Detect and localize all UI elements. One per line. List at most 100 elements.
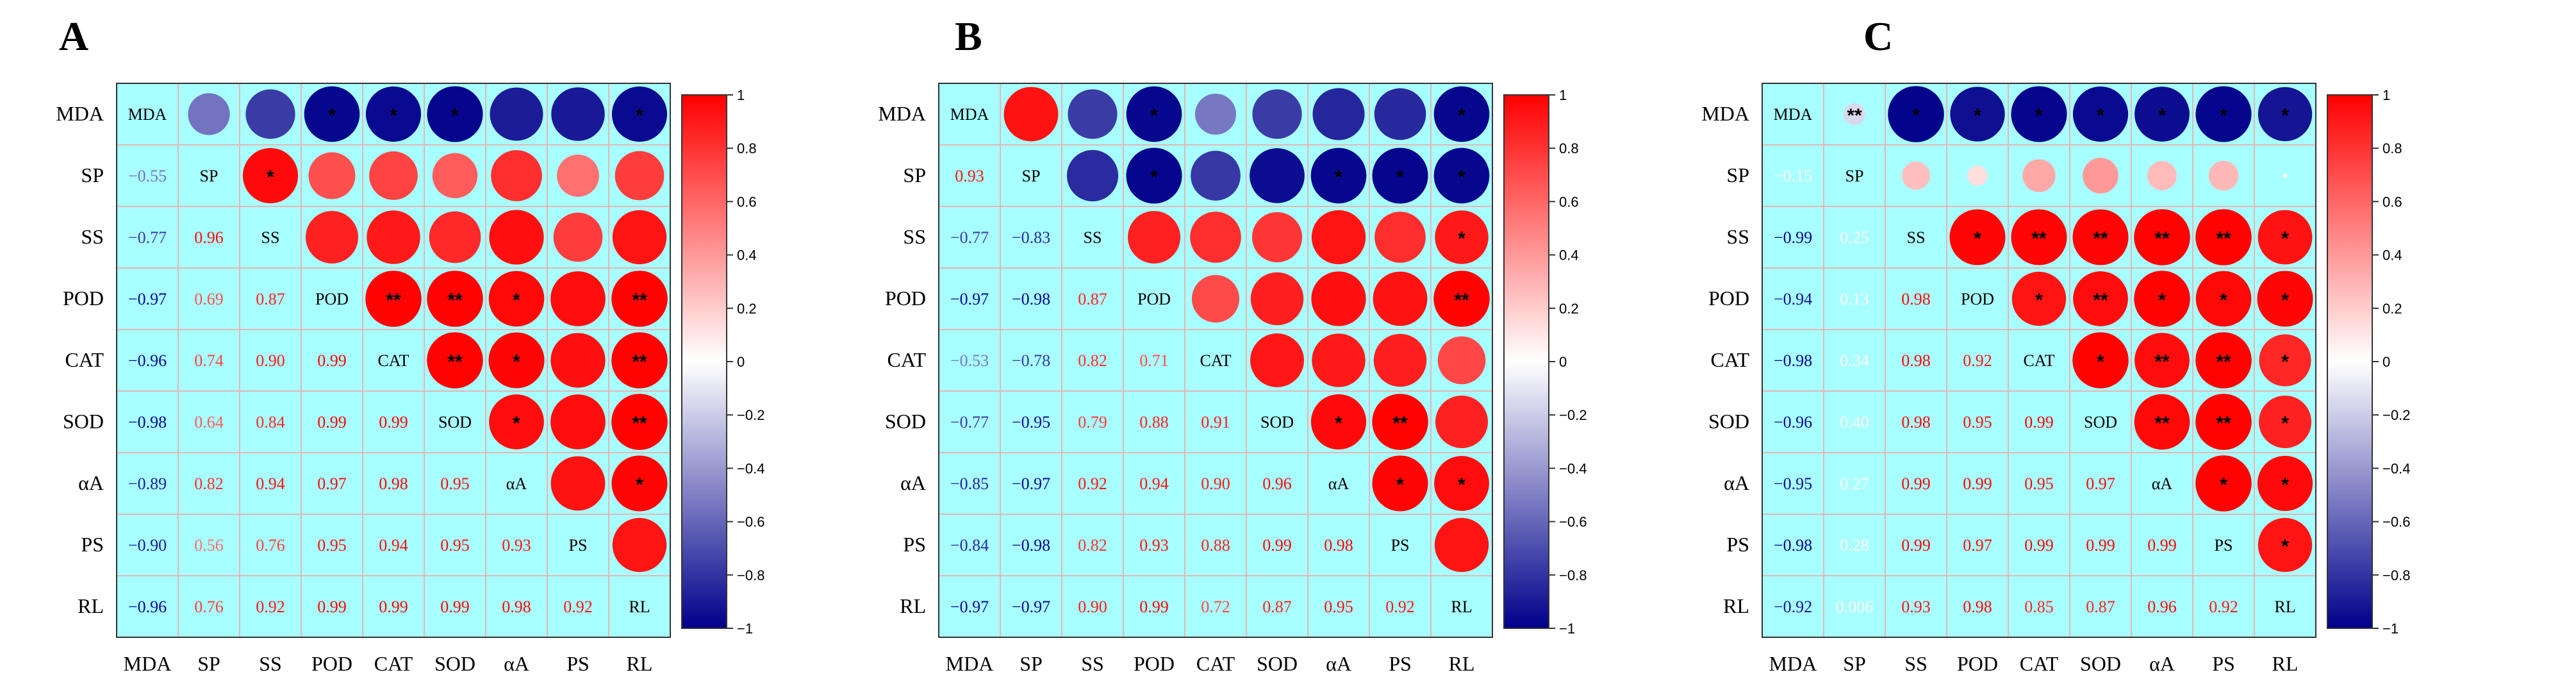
correlation-value: 0.95 — [440, 474, 470, 493]
correlation-circle — [2134, 333, 2190, 388]
correlation-circle — [369, 151, 418, 200]
correlation-value: −0.99 — [1774, 228, 1812, 247]
significance-marker: * — [1335, 413, 1342, 434]
diagonal-label: SS — [1907, 228, 1926, 247]
diagonal-label: SOD — [2084, 413, 2117, 431]
panel-B: B MDA SP SS POD CAT SOD αA PS RL 0.93 −0.77 −0.83 −0.… — [878, 13, 1587, 675]
correlation-circle — [365, 86, 422, 142]
correlation-circle — [2083, 158, 2118, 194]
correlation-circle — [2195, 209, 2252, 265]
significance-marker: * — [1396, 167, 1404, 188]
significance-marker: * — [1458, 105, 1466, 126]
correlation-value: 0.96 — [2147, 598, 2177, 616]
correlation-value: 0.92 — [1385, 598, 1415, 616]
correlation-value: 0.82 — [1078, 351, 1107, 370]
column-label: POD — [1957, 652, 1998, 675]
correlation-circle — [488, 332, 545, 389]
correlation-circle — [2208, 160, 2239, 191]
row-label: MDA — [878, 102, 926, 125]
significance-marker: * — [390, 105, 397, 126]
diagonal-label: CAT — [2023, 351, 2054, 370]
diagonal-label: αA — [1328, 474, 1350, 493]
significance-marker: ** — [447, 290, 463, 311]
correlation-circle — [489, 394, 544, 449]
matrix-frame — [938, 83, 1493, 638]
correlation-value: 0.69 — [194, 290, 224, 308]
correlation-circle — [551, 87, 605, 141]
correlation-circle — [611, 394, 668, 450]
correlation-value: −0.97 — [1012, 474, 1050, 493]
correlation-value: 0.97 — [1963, 536, 1992, 555]
correlation-circle — [1191, 151, 1241, 201]
significance-marker: * — [1458, 167, 1466, 188]
correlation-circle — [1372, 147, 1428, 204]
correlation-value: 0.97 — [2086, 474, 2115, 493]
correlation-circle — [1843, 103, 1866, 126]
correlation-value: −0.89 — [128, 474, 167, 493]
correlation-value: −0.97 — [950, 290, 989, 308]
column-label: RL — [1449, 652, 1475, 675]
significance-marker: ** — [2093, 290, 2108, 311]
diagonal-label: CAT — [1200, 351, 1231, 370]
correlation-circle — [427, 332, 483, 389]
colorbar-tick-label: 0.4 — [1559, 247, 1579, 264]
correlation-circle — [611, 332, 668, 389]
correlation-circle — [2134, 271, 2190, 327]
correlation-value: −0.77 — [950, 413, 989, 431]
diagonal-label: SP — [1022, 167, 1041, 185]
correlation-circle — [615, 151, 665, 201]
correlation-value: 0.99 — [317, 598, 347, 616]
correlation-value: 0.88 — [1139, 413, 1169, 431]
correlation-value: 0.006 — [1836, 598, 1874, 616]
column-label: SS — [1081, 652, 1104, 675]
correlation-value: −0.84 — [950, 536, 989, 555]
correlation-value: −0.85 — [950, 474, 989, 493]
correlation-value: 0.99 — [2024, 413, 2054, 431]
correlation-value: 0.95 — [2024, 474, 2054, 493]
correlation-circle — [490, 87, 543, 141]
colorbar-tick-label: 0.4 — [2382, 247, 2402, 264]
correlation-value: −0.94 — [1774, 290, 1812, 308]
correlation-value: −0.97 — [950, 598, 989, 616]
row-label: SP — [903, 163, 926, 187]
column-label: SP — [1020, 652, 1043, 675]
colorbar-tick-label: 1 — [2382, 87, 2390, 103]
significance-marker: * — [636, 105, 643, 126]
diagonal-label: MDA — [1774, 105, 1813, 124]
correlation-circle — [304, 86, 360, 142]
significance-marker: ** — [632, 290, 647, 311]
correlation-circle — [1437, 336, 1486, 385]
correlation-value: 0.28 — [1840, 536, 1869, 555]
panel-letter: C — [1863, 13, 1893, 59]
correlation-value: 0.99 — [1139, 598, 1169, 616]
correlation-circle — [2195, 86, 2252, 142]
significance-marker: * — [1974, 105, 1981, 126]
diagonal-label: SP — [200, 167, 219, 185]
colorbar-tick-label: 0.8 — [737, 140, 757, 156]
correlation-value: 0.64 — [194, 413, 224, 431]
correlation-circle — [1311, 210, 1366, 265]
correlation-circle — [1372, 394, 1428, 450]
colorbar-tick-label: 0.2 — [2382, 301, 2402, 317]
correlation-value: 0.76 — [256, 536, 285, 555]
correlation-circle — [1194, 93, 1237, 135]
correlation-value: 0.98 — [1324, 536, 1353, 555]
correlation-circle — [242, 147, 299, 204]
row-label: PS — [81, 533, 104, 556]
diagonal-label: SS — [261, 228, 280, 247]
column-label: RL — [2272, 652, 2299, 675]
correlation-circle — [553, 212, 603, 262]
correlation-circle — [2011, 271, 2067, 326]
row-label: CAT — [1711, 348, 1750, 371]
diagonal-label: CAT — [377, 351, 409, 370]
correlation-value: −0.96 — [1774, 413, 1812, 431]
significance-marker: * — [2281, 351, 2289, 372]
significance-marker: * — [2220, 474, 2227, 496]
column-label: PS — [2212, 652, 2235, 675]
correlation-value: 0.99 — [1901, 536, 1931, 555]
correlation-circle — [1949, 209, 2006, 265]
correlation-circle — [427, 86, 483, 142]
correlation-circle — [1373, 271, 1428, 326]
colorbar-tick-label: −0.4 — [1559, 460, 1587, 476]
panel-C: C MDA SP SS POD CAT SOD αA PS RL −0.15 −0.99 0.25 −0.… — [1701, 13, 2410, 675]
